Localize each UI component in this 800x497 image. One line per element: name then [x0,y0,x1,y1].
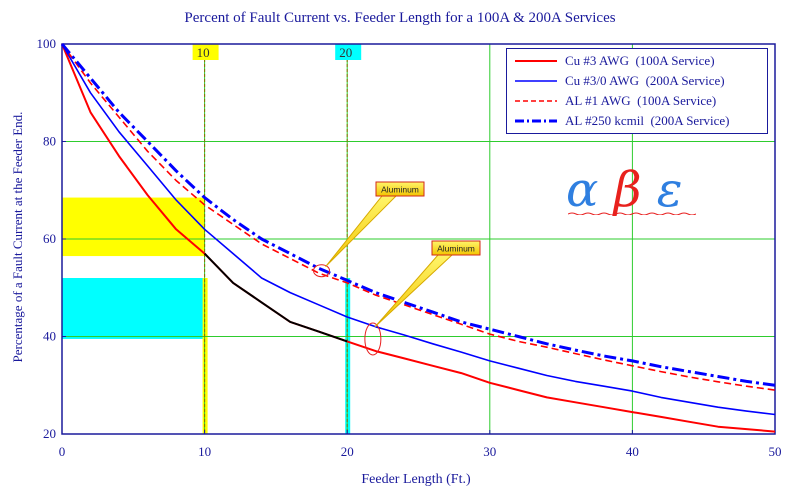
annotation-label-2: Aluminum [437,244,475,254]
legend-item-cu-3-0: Cu #3/0 AWG (200A Service) [513,71,765,91]
marker-label-10: 10 [197,45,210,60]
legend-swatch [515,80,557,82]
legend-label: AL #250 kcmil (200A Service) [565,113,730,128]
x-tick-label-40: 40 [626,444,639,459]
chart-legend: Cu #3 AWG (100A Service) Cu #3/0 AWG (20… [506,48,768,134]
x-tick-label-0: 0 [59,444,66,459]
annotation-box-2 [431,240,481,256]
legend-swatch [515,100,557,102]
y-tick-label-80: 80 [43,134,56,149]
beta-symbol: β [613,162,642,218]
epsilon-symbol: ε [656,162,683,218]
annotation-ellipse-2 [364,322,382,356]
alpha-symbol: α [566,162,599,218]
legend-item-al-250: AL #250 kcmil (200A Service) [513,111,765,131]
legend-item-al-1: AL #1 AWG (100A Service) [513,91,765,111]
legend-label: Cu #3 AWG (100A Service) [565,53,715,68]
x-tick-label-50: 50 [769,444,782,459]
annotation-pointer-1 [325,195,398,268]
y-tick-label-40: 40 [43,329,56,344]
y-axis-label: Percentage of a Fault Current at the Fee… [10,111,25,363]
highlight-band-2 [62,278,205,339]
marker-tag-20 [335,44,362,60]
legend-swatch [515,119,557,123]
y-tick-label-20: 20 [43,426,56,441]
annotation-ellipse-1 [313,264,331,278]
chart-title: Percent of Fault Current vs. Feeder Leng… [184,10,616,26]
series-highlight-segment [203,252,348,343]
marker-tag-10 [192,44,219,60]
x-tick-label-10: 10 [198,444,211,459]
annotation-box-1 [375,181,425,197]
series-line-3 [61,43,776,391]
series-line-1 [61,43,776,433]
legend-item-cu-3: Cu #3 AWG (100A Service) [513,51,765,71]
x-tick-label-20: 20 [341,444,354,459]
greek-underline [568,212,696,215]
greek-symbols: α β ε [566,162,682,218]
y-tick-label-60: 60 [43,231,56,246]
highlight-band-1 [62,197,205,257]
series-line-4 [60,43,776,387]
legend-label: Cu #3/0 AWG (200A Service) [565,73,725,88]
legend-swatch [515,60,557,62]
marker-label-20: 20 [339,45,352,60]
series-line-2 [61,43,776,416]
annotation-label-1: Aluminum [381,185,419,195]
x-tick-label-30: 30 [483,444,496,459]
legend-label: AL #1 AWG (100A Service) [565,93,717,108]
y-tick-label-100: 100 [37,36,57,51]
x-axis-label: Feeder Length (Ft.) [361,472,471,487]
annotation-pointer-2 [374,254,454,328]
